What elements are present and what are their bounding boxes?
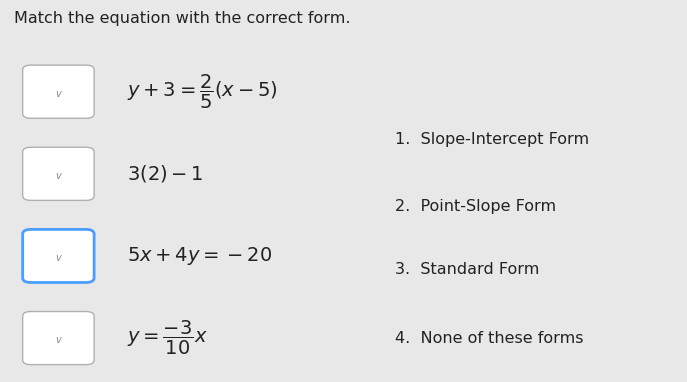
FancyBboxPatch shape (23, 229, 94, 282)
Text: 1.  Slope-Intercept Form: 1. Slope-Intercept Form (395, 132, 589, 147)
Text: 4.  None of these forms: 4. None of these forms (395, 330, 583, 346)
Text: 3.  Standard Form: 3. Standard Form (395, 262, 539, 277)
Text: $y=\dfrac{-3}{10}x$: $y=\dfrac{-3}{10}x$ (127, 319, 208, 357)
Text: v: v (56, 253, 61, 263)
Text: v: v (56, 171, 61, 181)
Text: Match the equation with the correct form.: Match the equation with the correct form… (14, 11, 350, 26)
Text: $y+3=\dfrac{2}{5}(x-5)$: $y+3=\dfrac{2}{5}(x-5)$ (127, 73, 278, 111)
Text: 2.  Point-Slope Form: 2. Point-Slope Form (395, 199, 556, 214)
FancyBboxPatch shape (23, 147, 94, 200)
Text: $3(2)-1$: $3(2)-1$ (127, 163, 203, 184)
Text: $5x+4y=-20$: $5x+4y=-20$ (127, 245, 272, 267)
Text: v: v (56, 335, 61, 345)
FancyBboxPatch shape (23, 65, 94, 118)
Text: v: v (56, 89, 61, 99)
FancyBboxPatch shape (23, 312, 94, 364)
